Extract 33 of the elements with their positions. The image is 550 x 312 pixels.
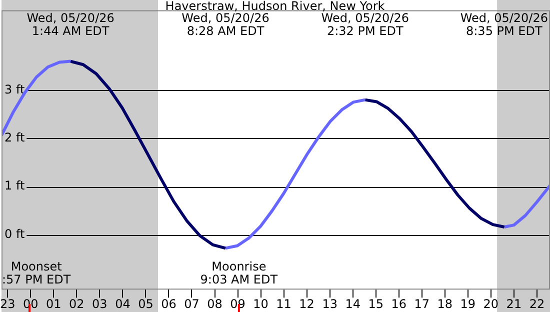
x-tick-label: 01 bbox=[46, 296, 62, 311]
x-tick-label: 20 bbox=[483, 296, 499, 311]
x-tick-label: 05 bbox=[138, 296, 154, 311]
x-tick-label: 02 bbox=[69, 296, 84, 311]
x-tick-label: 09 bbox=[230, 296, 246, 311]
x-tick-label: 06 bbox=[161, 296, 176, 311]
x-tick-label: 22 bbox=[529, 296, 545, 311]
ref-line-label: Moonset :57 PM EDT bbox=[2, 260, 72, 287]
x-tick-label: 12 bbox=[299, 296, 314, 311]
chart-title: Haverstraw, Hudson River, New York bbox=[165, 0, 385, 14]
x-tick-label: 18 bbox=[437, 296, 453, 311]
x-tick-label: 04 bbox=[115, 296, 130, 311]
x-tick-label: 17 bbox=[414, 296, 430, 311]
x-tick-label: 10 bbox=[253, 296, 268, 311]
annotation: Wed, 05/20/26 2:32 PM EDT bbox=[321, 11, 409, 38]
x-tick-label: 11 bbox=[276, 296, 292, 311]
annotation: Wed, 05/20/26 8:35 PM EDT bbox=[460, 11, 548, 38]
x-tick-label: 14 bbox=[345, 296, 360, 311]
ref-line-label: Moonrise 9:03 AM EDT bbox=[200, 260, 278, 287]
x-tick-label: 15 bbox=[368, 296, 384, 311]
y-tick-label: 0 ft bbox=[4, 226, 25, 241]
x-tick-label: 19 bbox=[460, 296, 476, 311]
annotation: Wed, 05/20/26 1:44 AM EDT bbox=[26, 11, 114, 38]
x-tick-label: 13 bbox=[322, 296, 338, 311]
x-tick-label: 03 bbox=[92, 296, 108, 311]
x-tick-label: 21 bbox=[506, 296, 522, 311]
x-tick-label: 16 bbox=[391, 296, 407, 311]
y-tick-label: 1 ft bbox=[4, 178, 25, 193]
y-tick-label: 2 ft bbox=[4, 130, 25, 144]
x-tick-label: 23 bbox=[0, 296, 16, 311]
x-tick-label: 07 bbox=[184, 296, 200, 311]
annotation: Wed, 05/20/26 8:28 AM EDT bbox=[182, 11, 270, 38]
x-tick-label: 08 bbox=[207, 296, 222, 311]
